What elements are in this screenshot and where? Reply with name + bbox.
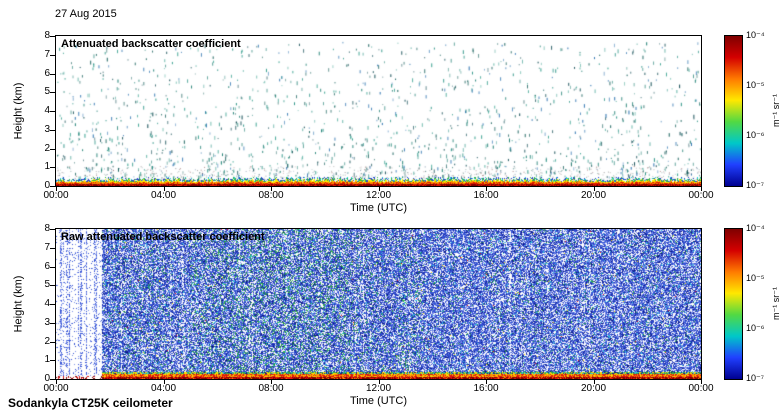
colorbar-unit-text: m⁻¹ sr⁻¹: [770, 286, 780, 320]
colorbar-raw: m⁻¹ sr⁻¹ 10⁻⁴ 10⁻⁵ 10⁻⁶ 10⁻⁷: [724, 223, 780, 383]
x-tick-mark: [56, 187, 57, 191]
x-tick-mark: [486, 380, 487, 384]
y-tick-mark: [50, 247, 55, 249]
x-tick-label: 16:00: [473, 190, 499, 201]
y-tick-label: 3: [44, 316, 50, 328]
raw-backscatter-heatmap: [56, 229, 701, 379]
panel-title: Raw attenuated backscatter coefficient: [61, 231, 265, 243]
y-tick-label: 4: [44, 105, 50, 116]
date-label: 27 Aug 2015: [55, 8, 117, 20]
instrument-label: Sodankyla CT25K ceilometer: [8, 396, 173, 410]
x-axis-label: Time (UTC): [349, 395, 408, 407]
x-tick-label: 12:00: [365, 383, 392, 394]
colorbar-attenuated: m⁻¹ sr⁻¹ 10⁻⁴ 10⁻⁵ 10⁻⁶ 10⁻⁷: [724, 30, 780, 190]
colorbar-tick-label: 10⁻⁷: [746, 180, 765, 190]
y-tick-mark: [50, 304, 55, 305]
panel-raw-backscatter: Raw attenuated backscatter coefficient H…: [12, 223, 714, 407]
y-tick-mark: [50, 360, 55, 362]
x-tick-label: 20:00: [580, 190, 607, 201]
y-tick-label: 7: [44, 48, 50, 60]
y-tick-mark: [50, 379, 55, 380]
x-axis-label: Time (UTC): [349, 202, 408, 214]
x-tick-label: 00:00: [43, 190, 69, 201]
x-tick-mark: [701, 380, 702, 384]
y-tick-mark: [50, 186, 55, 187]
x-tick-label: 00:00: [688, 190, 714, 201]
y-tick-label: 0: [44, 373, 50, 384]
y-tick-label: 2: [44, 335, 50, 347]
y-tick-mark: [50, 322, 55, 324]
y-tick-label: 2: [44, 142, 50, 154]
y-tick-label: 5: [44, 86, 50, 98]
x-tick-label: 04:00: [150, 190, 177, 201]
colorbar-tick-label: 10⁻⁴: [746, 223, 765, 233]
x-tick-label: 00:00: [688, 383, 714, 394]
x-tick-mark: [378, 187, 380, 191]
colorbar-tick-label: 10⁻⁶: [746, 323, 765, 333]
y-tick-mark: [50, 229, 55, 230]
colorbar-unit-label: m⁻¹ sr⁻¹: [770, 228, 780, 378]
colorbar-gradient: [724, 35, 743, 187]
colorbar-gradient: [724, 228, 743, 380]
x-tick-mark: [593, 187, 595, 191]
x-tick-label: 12:00: [365, 190, 392, 201]
y-tick-mark: [50, 341, 55, 343]
colorbar-tick-label: 10⁻⁵: [746, 80, 765, 90]
x-tick-mark: [378, 380, 380, 384]
y-tick-mark: [50, 129, 55, 131]
y-tick-mark: [50, 92, 55, 94]
y-tick-label: 0: [44, 180, 50, 191]
y-axis-label: Height (km): [10, 229, 26, 379]
colorbar-tick-label: 10⁻⁶: [746, 130, 765, 140]
y-axis-label-text: Height (km): [12, 275, 24, 333]
y-axis-label-text: Height (km): [12, 82, 24, 140]
colorbar-unit-text: m⁻¹ sr⁻¹: [770, 93, 780, 127]
x-tick-label: 16:00: [473, 383, 499, 394]
y-tick-label: 6: [44, 67, 50, 79]
colorbar-tick-label: 10⁻⁷: [746, 373, 765, 383]
y-tick-label: 6: [44, 260, 50, 272]
x-tick-mark: [163, 187, 165, 191]
x-tick-mark: [56, 380, 57, 384]
y-tick-mark: [50, 111, 55, 112]
colorbar-tick-label: 10⁻⁴: [746, 30, 765, 40]
x-tick-mark: [486, 187, 487, 191]
y-tick-label: 1: [44, 161, 50, 173]
panel-attenuated-backscatter: Attenuated backscatter coefficient Heigh…: [12, 30, 714, 214]
y-tick-label: 5: [44, 279, 50, 291]
y-tick-mark: [50, 167, 55, 169]
x-tick-mark: [593, 380, 595, 384]
y-tick-mark: [50, 36, 55, 37]
x-tick-label: 20:00: [580, 383, 607, 394]
x-tick-mark: [163, 380, 165, 384]
y-tick-mark: [50, 148, 55, 150]
x-tick-label: 08:00: [258, 190, 284, 201]
y-tick-mark: [50, 285, 55, 287]
y-tick-label: 3: [44, 123, 50, 135]
colorbar-unit-label: m⁻¹ sr⁻¹: [770, 35, 780, 185]
x-tick-mark: [271, 187, 272, 191]
y-tick-label: 1: [44, 354, 50, 366]
attenuated-backscatter-heatmap: [56, 36, 701, 186]
x-tick-label: 08:00: [258, 383, 284, 394]
y-tick-label: 8: [44, 223, 50, 234]
y-tick-mark: [50, 54, 55, 56]
y-tick-label: 8: [44, 30, 50, 41]
x-tick-mark: [271, 380, 272, 384]
x-tick-mark: [701, 187, 702, 191]
x-tick-label: 04:00: [150, 383, 177, 394]
y-tick-mark: [50, 73, 55, 75]
colorbar-tick-label: 10⁻⁵: [746, 273, 765, 283]
y-axis-label: Height (km): [10, 36, 26, 186]
y-tick-label: 7: [44, 241, 50, 253]
y-tick-label: 4: [44, 298, 50, 309]
x-tick-label: 00:00: [43, 383, 69, 394]
y-tick-mark: [50, 266, 55, 268]
panel-title: Attenuated backscatter coefficient: [61, 38, 241, 50]
